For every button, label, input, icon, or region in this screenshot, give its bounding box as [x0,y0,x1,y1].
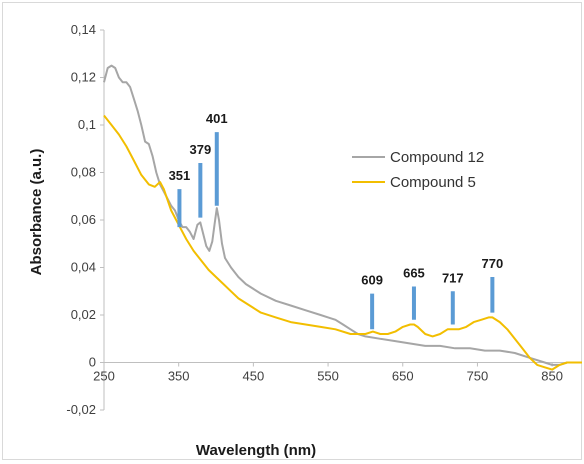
y-axis: -0,02 0 0,02 0,04 0,06 0,08 0,1 0,12 0,14 [66,22,105,417]
y-axis-title: Absorbance (a.u.) [28,149,45,276]
series-layer [103,64,582,371]
x-tick-label: 650 [392,369,414,384]
legend-label: Compound 5 [390,174,476,191]
peak-label-609: 609 [361,273,383,288]
x-tick-label: 750 [467,369,489,384]
x-tick-label: 550 [317,369,339,384]
y-tick-label: 0,14 [71,22,96,37]
series-line-compound-12 [103,64,582,366]
y-tick-label: 0,04 [71,260,96,275]
x-tick-label: 850 [541,369,563,384]
x-tick-label: 350 [168,369,190,384]
series-line-compound-5 [103,114,582,371]
peak-label-665: 665 [403,266,425,281]
y-tick-label: 0,06 [71,212,96,227]
y-tick-label: -0,02 [66,402,96,417]
peak-label-770: 770 [482,256,504,271]
x-axis-title: Wavelength (nm) [196,442,316,459]
y-tick-label: 0,12 [71,70,96,85]
x-tick-label: 250 [93,369,115,384]
legend-label: Compound 12 [390,149,484,166]
x-axis: 250 350 450 550 650 750 850 [93,362,582,384]
y-tick-label: 0,1 [78,117,96,132]
y-tick-label: 0 [89,355,96,370]
x-tick-label: 450 [243,369,265,384]
y-tick-label: 0,08 [71,165,96,180]
marker-layer: 351 379 401 609 665 717 770 [169,111,504,330]
legend: Compound 12 Compound 5 [352,149,484,191]
peak-label-351: 351 [169,168,191,183]
y-tick-label: 0,02 [71,307,96,322]
peak-label-379: 379 [189,142,211,157]
peak-label-401: 401 [206,111,228,126]
peak-label-717: 717 [442,270,464,285]
